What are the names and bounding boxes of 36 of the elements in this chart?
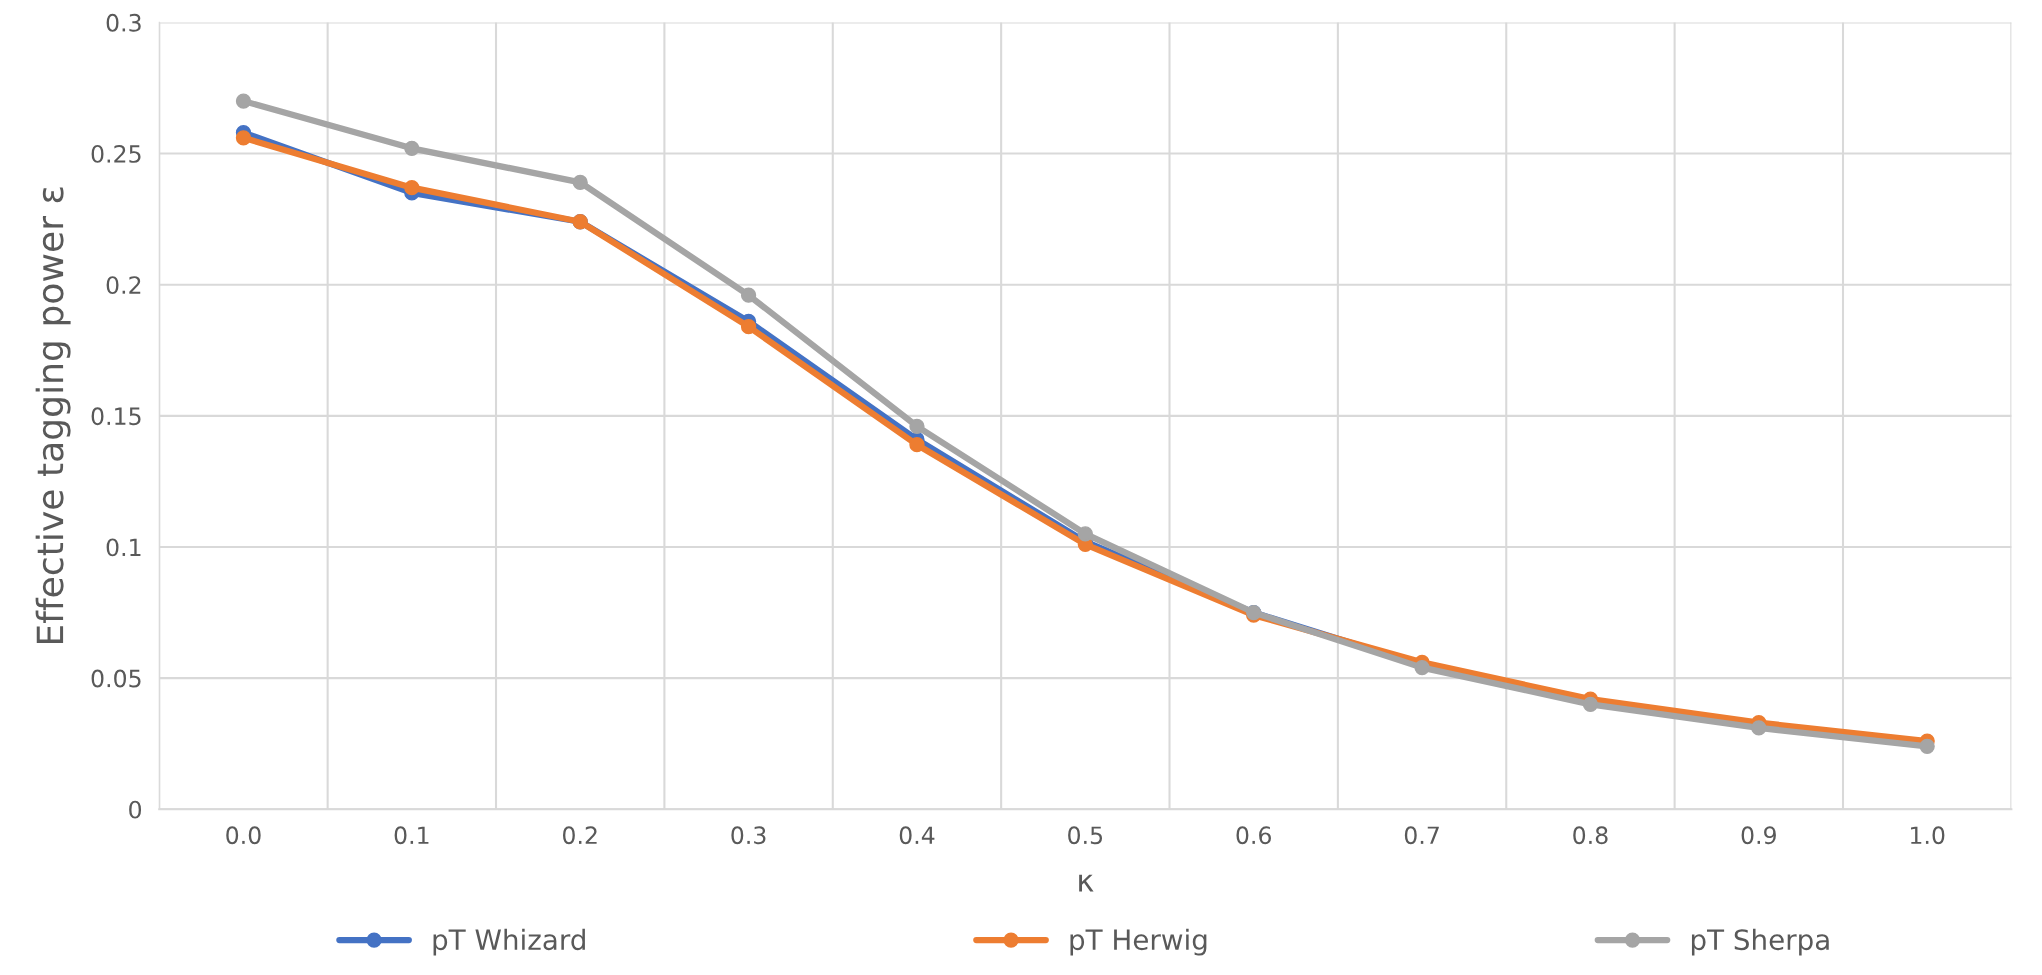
point [740,319,757,335]
legend-label: pT Herwig [1070,928,1207,956]
y-tick-label: 0.15 [91,407,141,426]
x-axis-title: κ [1079,874,1094,892]
point [1582,696,1599,712]
point [1077,526,1093,542]
y-tick-label: 0.05 [91,669,141,688]
point [404,140,420,156]
y-tick-label: 0.3 [106,13,141,32]
y-tick-label: 0.25 [91,145,141,163]
point [1751,720,1767,736]
legend-label: pT Whizard [433,928,585,956]
x-tick-label: 0.9 [1741,826,1776,845]
legend-label: pT Sherpa [1691,928,1829,956]
point [404,180,420,196]
point [235,93,252,109]
x-tick-label: 0.2 [562,826,597,845]
x-tick-label: 0.6 [1236,826,1271,845]
x-tick-label: 0.1 [394,826,429,845]
x-tick-label: 0.7 [1404,826,1439,845]
y-tick-label: 0 [129,800,142,819]
point [235,130,252,146]
y-tick-label: 0.2 [106,276,141,295]
point [1919,738,1935,754]
x-tick-label: 0.4 [899,826,935,845]
x-tick-label: 0.8 [1573,826,1608,845]
point [740,287,757,303]
x-tick-label: 0.3 [731,826,766,845]
x-tick-label: 0.0 [226,826,261,845]
x-tick-label: 0.5 [1068,826,1103,845]
point [909,437,925,453]
y-axis-title: Effective tagging power ε [35,187,71,644]
point [572,174,588,191]
y-tick-label: 0.1 [106,538,141,557]
point [909,418,925,434]
x-tick-label: 1.0 [1911,826,1945,845]
